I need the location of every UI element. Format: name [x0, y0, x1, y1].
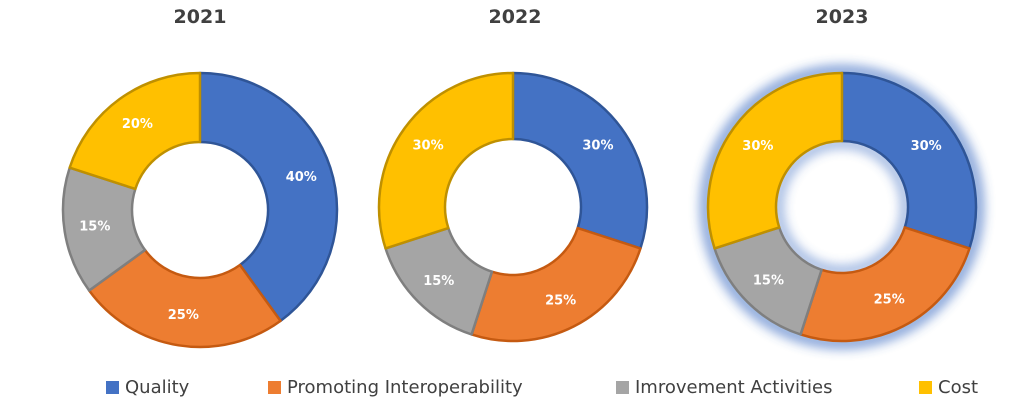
data-label-2022-quality: 30% — [582, 138, 613, 153]
legend-label-promoting-interoperability: Promoting Interoperability — [287, 377, 523, 398]
data-label-2021-cost: 20% — [122, 117, 153, 132]
slice-2021-quality — [198, 71, 339, 323]
legend-label-quality: Quality — [125, 377, 190, 398]
data-label-2023-promoting-interoperability: 25% — [874, 293, 905, 308]
legend-item-promoting-interoperability: Promoting Interoperability — [268, 377, 523, 398]
data-label-2022-imrovement-activities: 15% — [423, 274, 454, 289]
legend-item-cost: Cost — [919, 377, 978, 398]
legend-item-quality: Quality — [106, 377, 189, 398]
legend-item-improvement-activities: Imrovement Activities — [616, 377, 833, 398]
data-label-2021-promoting-interoperability: 25% — [168, 308, 199, 323]
highlight-glow — [701, 66, 983, 348]
data-label-2021-imrovement-activities: 15% — [79, 220, 110, 235]
slice-2023-promoting-interoperability — [799, 226, 971, 343]
data-label-2023-cost: 30% — [742, 139, 773, 154]
data-label-2023-quality: 30% — [911, 139, 942, 154]
slice-2021-cost — [68, 71, 202, 191]
donut-2022: 30% 25% 15% 30% — [377, 71, 649, 343]
data-label-2022-cost: 30% — [412, 138, 443, 153]
slice-2023-quality — [840, 71, 978, 250]
legend-swatch-promoting-interoperability — [268, 381, 281, 394]
slice-2022-promoting-interoperability — [470, 226, 642, 343]
legend-swatch-improvement-activities — [616, 381, 629, 394]
chart-title-2021: 2021 — [173, 6, 227, 28]
donut-2023: 30% 25% 15% 30% — [701, 66, 983, 348]
highlight-glow-inner — [774, 139, 910, 275]
slice-2023-cost — [706, 71, 844, 250]
legend-label-improvement-activities: Imrovement Activities — [635, 377, 833, 398]
slice-2021-promoting-interoperability — [87, 248, 282, 349]
chart-title-2023: 2023 — [815, 6, 869, 28]
legend-swatch-cost — [919, 381, 932, 394]
legend-label-cost: Cost — [938, 377, 979, 398]
legend: Quality Promoting Interoperability Imrov… — [0, 374, 1024, 404]
data-label-2023-imrovement-activities: 15% — [753, 274, 784, 289]
data-label-2022-promoting-interoperability: 25% — [545, 294, 576, 309]
slice-2022-cost — [377, 71, 515, 250]
legend-swatch-quality — [106, 381, 119, 394]
slice-2022-quality — [511, 71, 649, 250]
chart-title-2022: 2022 — [488, 6, 542, 28]
data-label-2021-quality: 40% — [286, 170, 317, 185]
donut-2021: 40% 25% 15% 20% — [61, 71, 339, 349]
